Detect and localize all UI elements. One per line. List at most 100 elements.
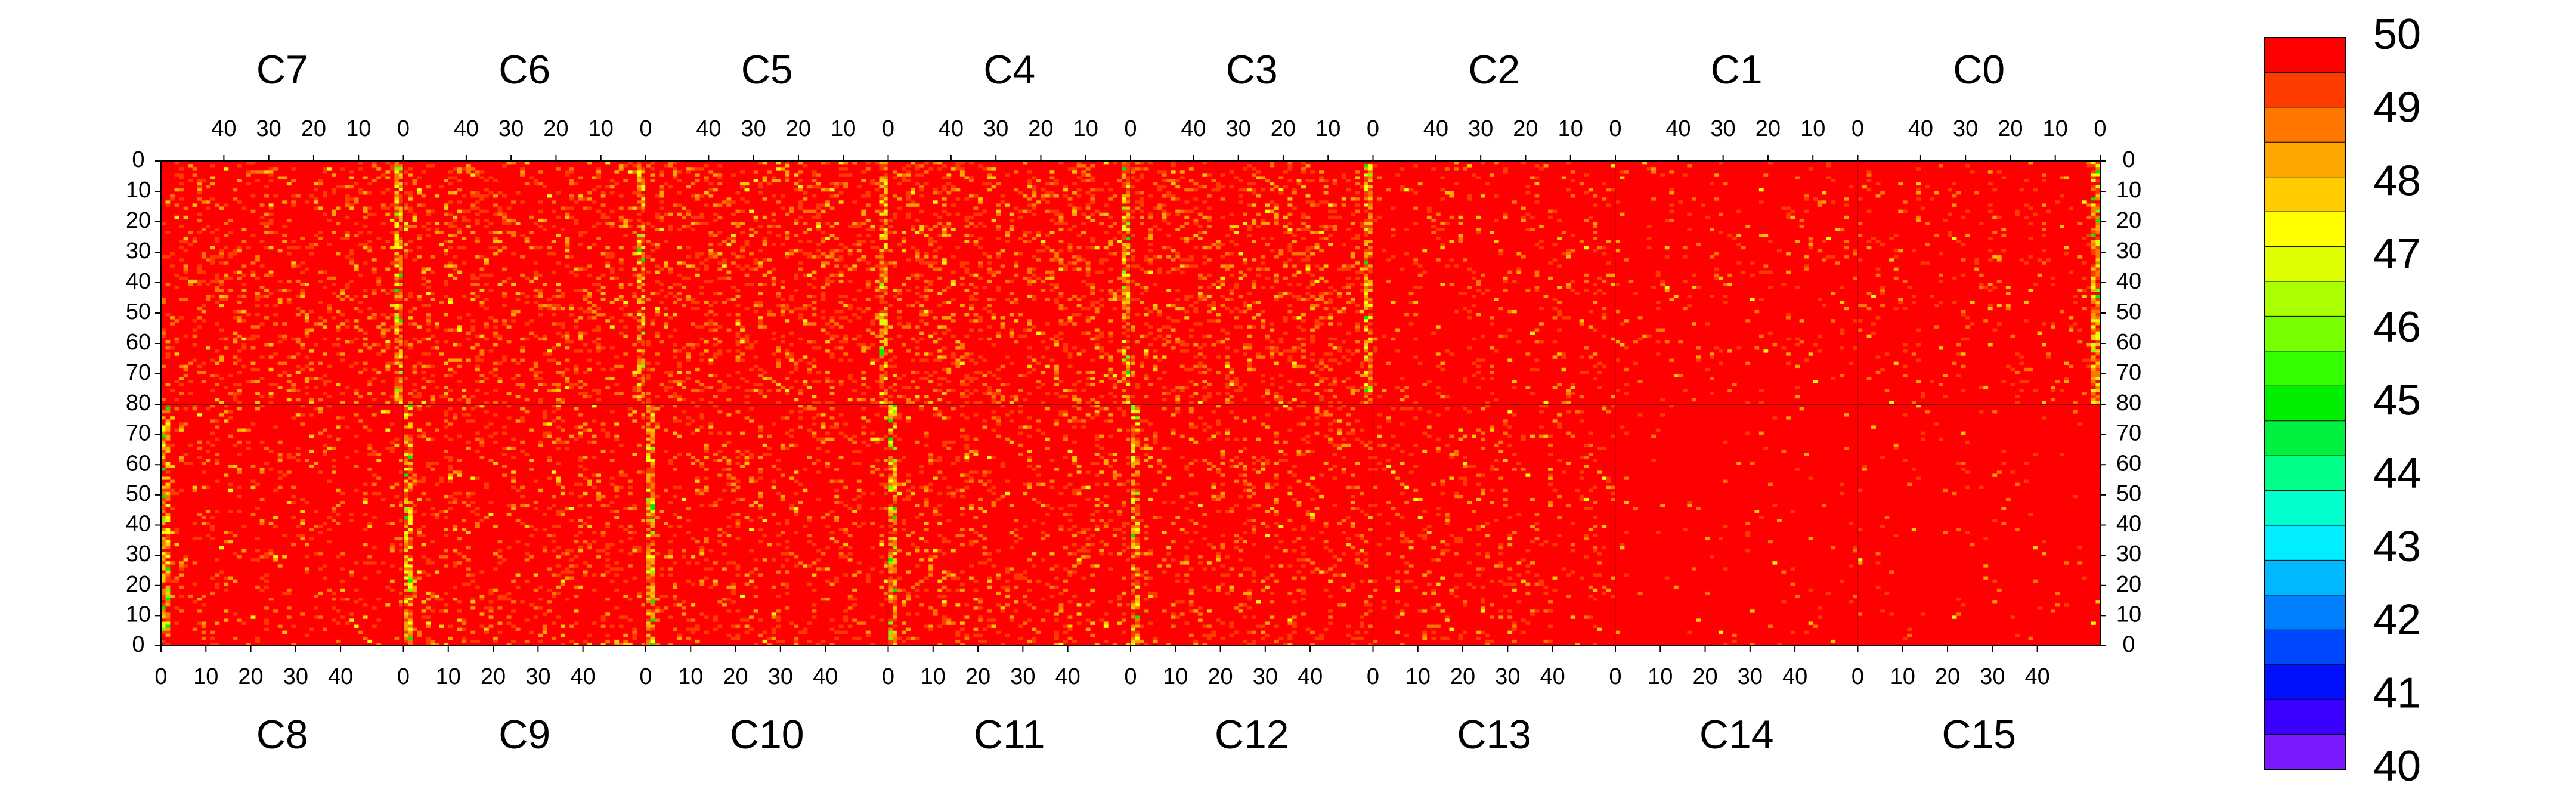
heatmap-cell (641, 331, 646, 335)
heatmap-cell (767, 258, 772, 262)
heatmap-cell (636, 334, 642, 338)
heatmap-cell (883, 179, 888, 182)
heatmap-cell (861, 222, 866, 225)
heatmap-cell (946, 212, 952, 216)
heatmap-cell (758, 392, 763, 395)
heatmap-cell (1090, 197, 1095, 201)
heatmap-cell (578, 231, 583, 234)
heatmap-cell (587, 206, 592, 210)
heatmap-cell (659, 289, 664, 292)
heatmap-cell (574, 364, 579, 369)
heatmap-cell (520, 346, 525, 350)
heatmap-cell (883, 386, 888, 389)
heatmap-cell (1261, 319, 1266, 323)
heatmap-cell (421, 304, 426, 308)
heatmap-cell (1238, 270, 1243, 274)
heatmap-cell (1121, 200, 1126, 204)
heatmap-cell (385, 316, 391, 320)
heatmap-cell (1175, 340, 1181, 344)
heatmap-cell (255, 334, 260, 338)
heatmap-cell (412, 179, 417, 182)
heatmap-cell (242, 343, 247, 347)
heatmap-cell (1045, 209, 1050, 213)
heatmap-cell (879, 377, 884, 380)
heatmap-cell (394, 246, 400, 250)
heatmap-cell (179, 246, 184, 250)
heatmap-cell (1261, 309, 1266, 314)
heatmap-cell (349, 258, 354, 262)
heatmap-cell (834, 273, 839, 277)
heatmap-cell (1175, 298, 1181, 301)
heatmap-cell (237, 316, 242, 320)
heatmap-cell (304, 377, 309, 380)
heatmap-cell (825, 261, 830, 265)
heatmap-cell (201, 370, 206, 374)
heatmap-cell (426, 352, 431, 356)
heatmap-cell (403, 298, 408, 301)
heatmap-cell (430, 292, 435, 295)
heatmap-cell (497, 231, 503, 234)
heatmap-cell (865, 279, 871, 283)
heatmap-cell (834, 182, 839, 186)
heatmap-cell (987, 188, 992, 192)
heatmap-cell (1121, 264, 1126, 268)
heatmap-cell (1332, 179, 1337, 182)
heatmap-cell (865, 161, 871, 165)
heatmap-cell (547, 307, 552, 311)
heatmap-cell (340, 298, 345, 301)
heatmap-cell (735, 222, 741, 225)
heatmap-cell (623, 352, 628, 356)
heatmap-cell (358, 349, 364, 353)
heatmap-cell (340, 237, 345, 240)
heatmap-cell (623, 301, 628, 304)
heatmap-cell (1476, 364, 1481, 369)
heatmap-cell (1054, 334, 1059, 338)
heatmap-cell (488, 231, 494, 234)
heatmap-cell (398, 283, 404, 286)
heatmap-cell (959, 361, 965, 365)
heatmap-cell (1108, 188, 1113, 192)
heatmap-cell (682, 380, 687, 383)
heatmap-cell (861, 370, 866, 374)
heatmap-cell (677, 246, 682, 250)
heatmap-cell (1126, 200, 1131, 204)
heatmap-cell (1305, 267, 1311, 271)
heatmap-cell (695, 343, 700, 347)
heatmap-cell (641, 313, 646, 317)
heatmap-cell (179, 225, 184, 228)
heatmap-cell (583, 331, 588, 335)
heatmap-cell (1032, 298, 1037, 301)
heatmap-cell (277, 279, 283, 283)
heatmap-cell (673, 343, 677, 347)
heatmap-cell (1099, 270, 1104, 274)
heatmap-cell (1310, 231, 1315, 234)
heatmap-cell (354, 337, 359, 341)
heatmap-cell (323, 194, 327, 198)
heatmap-cell (686, 212, 691, 216)
heatmap-cell (1463, 307, 1467, 311)
heatmap-cell (502, 292, 507, 295)
heatmap-cell (556, 191, 561, 195)
heatmap-cell (538, 292, 543, 295)
heatmap-cell (699, 383, 705, 386)
heatmap-cell (1359, 185, 1364, 189)
heatmap-cell (371, 377, 377, 380)
heatmap-cell (1346, 358, 1351, 362)
heatmap-cell (493, 252, 498, 256)
heatmap-cell (1368, 252, 1373, 256)
heatmap-cell (309, 377, 314, 380)
heatmap-cell (978, 261, 983, 265)
heatmap-cell (1256, 212, 1261, 216)
heatmap-cell (488, 273, 494, 277)
heatmap-cell (488, 191, 494, 195)
heatmap-cell (691, 298, 696, 301)
heatmap-cell (753, 355, 758, 359)
heatmap-cell (1319, 367, 1324, 372)
heatmap-cell (1435, 325, 1441, 329)
heatmap-cell (771, 283, 776, 286)
heatmap-cell (1355, 270, 1360, 274)
heatmap-cell (1368, 273, 1373, 277)
heatmap-cell (1121, 377, 1126, 380)
heatmap-cell (327, 276, 332, 280)
heatmap-cell (641, 309, 646, 314)
